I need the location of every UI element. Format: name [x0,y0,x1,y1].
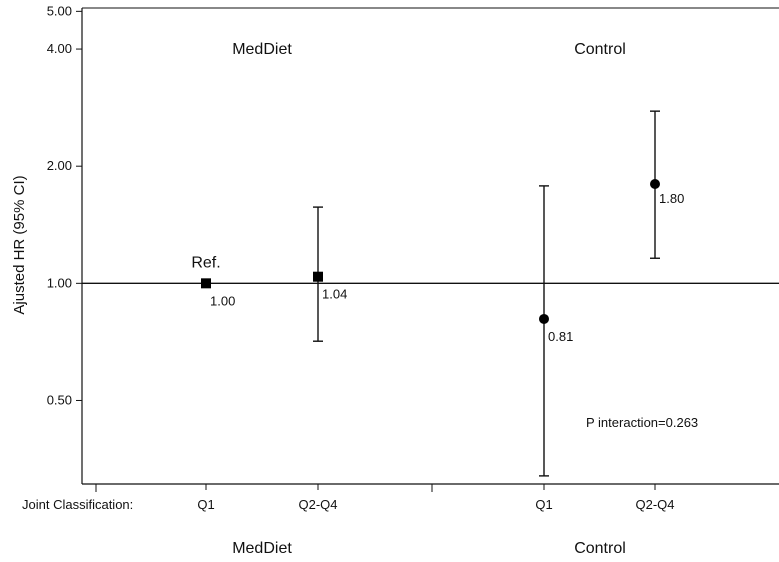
point-circle [539,313,549,324]
x-tick-label: Q1 [535,497,552,512]
group-label-top: MedDiet [232,41,292,58]
y-tick-label: 2.00 [47,158,72,173]
point-square [313,271,323,282]
y-axis-label: Ajusted HR (95% CI) [11,175,28,314]
value-label: 1.80 [659,191,684,206]
y-tick-label: 0.50 [47,392,72,407]
point-square [201,278,211,289]
y-axis: 0.50 1.00 2.00 4.00 5.00 [47,3,779,484]
y-tick-label: 4.00 [47,41,72,56]
group-label-top: Control [574,41,626,58]
x-axis-title: Joint Classification: [22,497,133,512]
x-tick-label: Q1 [197,497,214,512]
value-label: 0.81 [548,329,573,344]
y-tick-label: 1.00 [47,275,72,290]
group-label-bottom: MedDiet [232,540,292,557]
reference-note: Ref. [191,254,220,271]
group-label-bottom: Control [574,540,626,557]
x-tick-label: Q2-Q4 [298,497,337,512]
point-circle [650,178,660,189]
value-label: 1.04 [322,287,347,302]
value-label: 1.00 [210,293,235,308]
x-tick-label: Q2-Q4 [635,497,674,512]
chart-marks: MedDiet Control MedDiet Control 1.00 Ref. 1.04… [82,41,779,557]
p-interaction-annotation: P interaction=0.263 [586,415,698,430]
x-axis: Joint Classification: Q1 Q2-Q4 Q1 Q2-Q4 [22,483,779,512]
y-tick-label: 5.00 [47,3,72,18]
